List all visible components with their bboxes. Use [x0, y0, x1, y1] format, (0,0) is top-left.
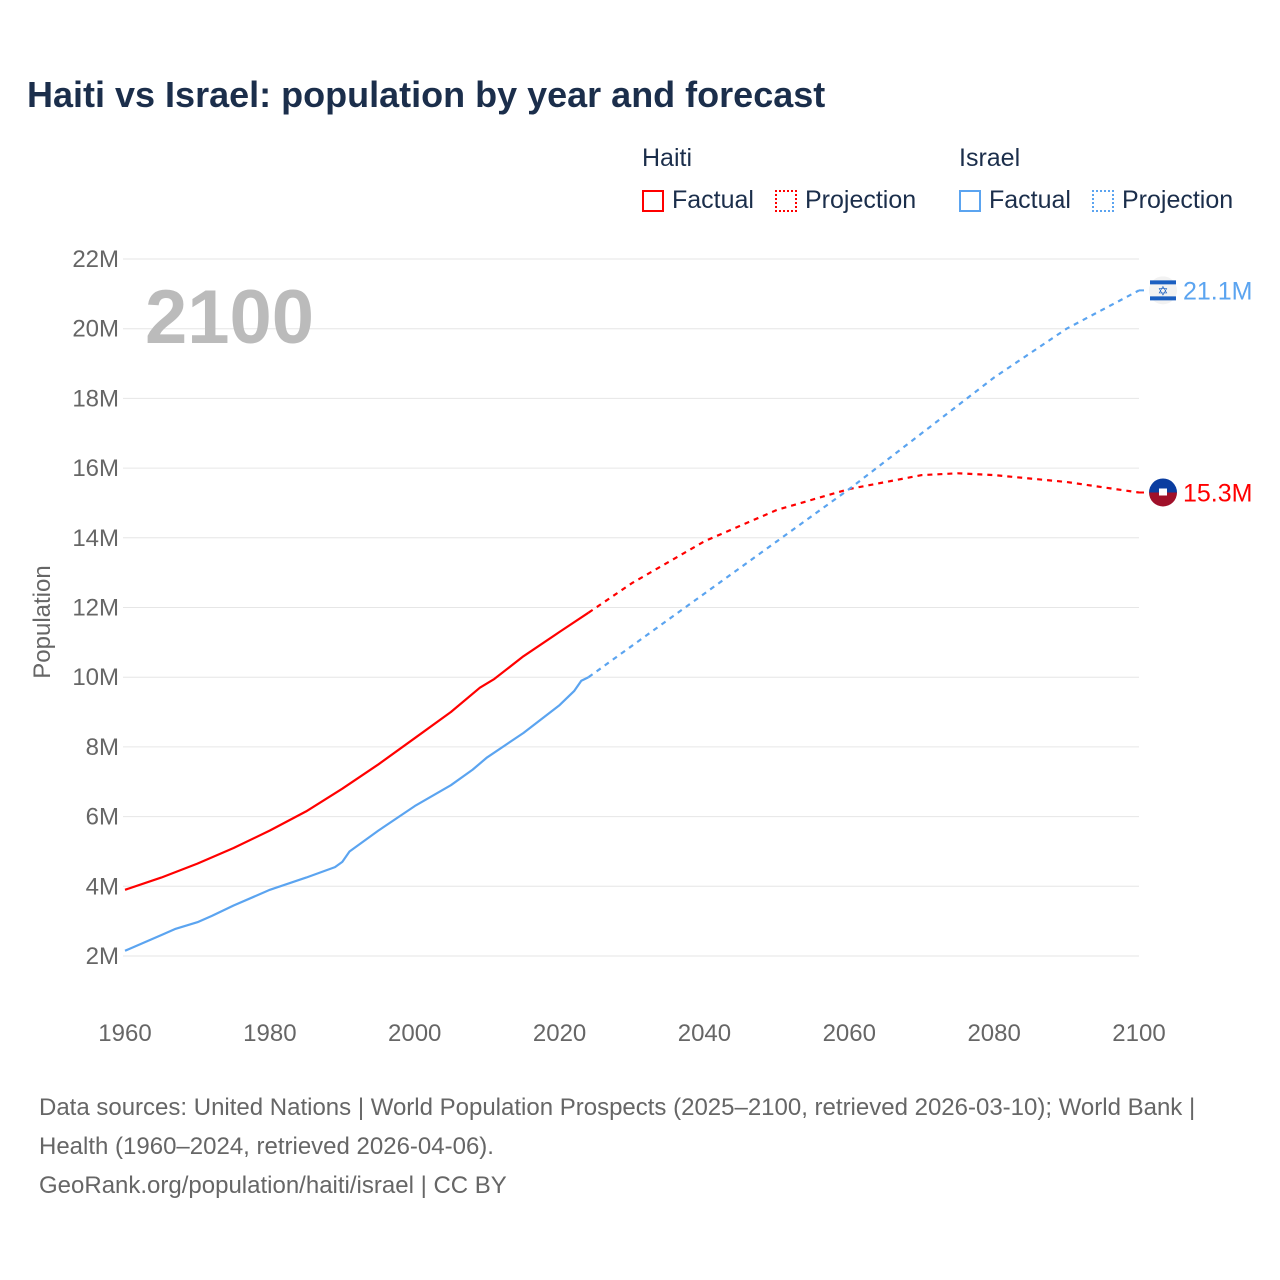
- flag-emblem: [1159, 488, 1167, 496]
- legend-israel-factual[interactable]: Factual: [959, 186, 1071, 215]
- legend-group-haiti: Haiti: [642, 144, 693, 172]
- data-sources: Data sources: United Nations | World Pop…: [39, 1094, 1196, 1160]
- chart-title: Haiti vs Israel: population by year and …: [27, 74, 826, 115]
- y-tick-label: 22M: [72, 246, 119, 273]
- flag-stripe: [1150, 280, 1176, 285]
- y-axis-label: Population: [29, 565, 56, 678]
- x-tick-label: 1980: [243, 1020, 296, 1047]
- y-tick-label: 12M: [72, 595, 119, 622]
- legend-group-israel: Israel: [959, 144, 1021, 172]
- end-value-label: 21.1M: [1183, 277, 1252, 305]
- footer: Data sources: United Nations | World Pop…: [39, 1088, 1239, 1205]
- x-tick-label: 2100: [1112, 1020, 1165, 1047]
- flag-stripe: [1150, 296, 1176, 301]
- legend-swatch-solid: [642, 189, 664, 212]
- series-line-israel-factual: [124, 676, 589, 952]
- y-tick-label: 20M: [72, 316, 119, 343]
- legend-swatch-solid: [959, 189, 981, 212]
- haiti-flag-icon: [1149, 478, 1178, 493]
- y-tick-label: 6M: [86, 804, 119, 831]
- star-of-david-icon: ✡: [1158, 283, 1169, 298]
- legend-label: Factual: [672, 186, 754, 214]
- legend-label: Projection: [1122, 186, 1234, 214]
- legend-swatch-dotted: [1092, 189, 1114, 212]
- legend-haiti-projection[interactable]: Projection: [775, 186, 916, 215]
- y-tick-label: 2M: [86, 943, 119, 970]
- x-tick-label: 2020: [533, 1020, 586, 1047]
- attribution-link[interactable]: GeoRank.org/population/haiti/israel | CC…: [39, 1172, 507, 1199]
- legend-israel-projection[interactable]: Projection: [1092, 186, 1233, 215]
- year-watermark: 2100: [145, 275, 314, 360]
- legend-haiti-factual[interactable]: Factual: [642, 186, 754, 215]
- x-tick-label: 1960: [98, 1020, 151, 1047]
- end-value-label: 15.3M: [1183, 479, 1252, 507]
- haiti-flag-icon-lower: [1149, 492, 1178, 507]
- series-line-israel-projection: [587, 289, 1140, 679]
- y-tick-label: 10M: [72, 664, 119, 691]
- y-tick-label: 18M: [72, 385, 119, 412]
- x-tick-label: 2000: [388, 1020, 441, 1047]
- series-line-haiti-projection: [587, 472, 1140, 614]
- y-tick-label: 14M: [72, 525, 119, 552]
- y-tick-label: 4M: [86, 873, 119, 900]
- x-tick-label: 2060: [823, 1020, 876, 1047]
- x-tick-label: 2080: [967, 1020, 1020, 1047]
- legend-label: Projection: [805, 186, 917, 214]
- legend-label: Factual: [989, 186, 1071, 214]
- x-tick-label: 2040: [678, 1020, 731, 1047]
- series-line-haiti-factual: [124, 611, 590, 891]
- y-tick-label: 8M: [86, 734, 119, 761]
- y-tick-label: 16M: [72, 455, 119, 482]
- legend-swatch-dotted: [775, 189, 797, 212]
